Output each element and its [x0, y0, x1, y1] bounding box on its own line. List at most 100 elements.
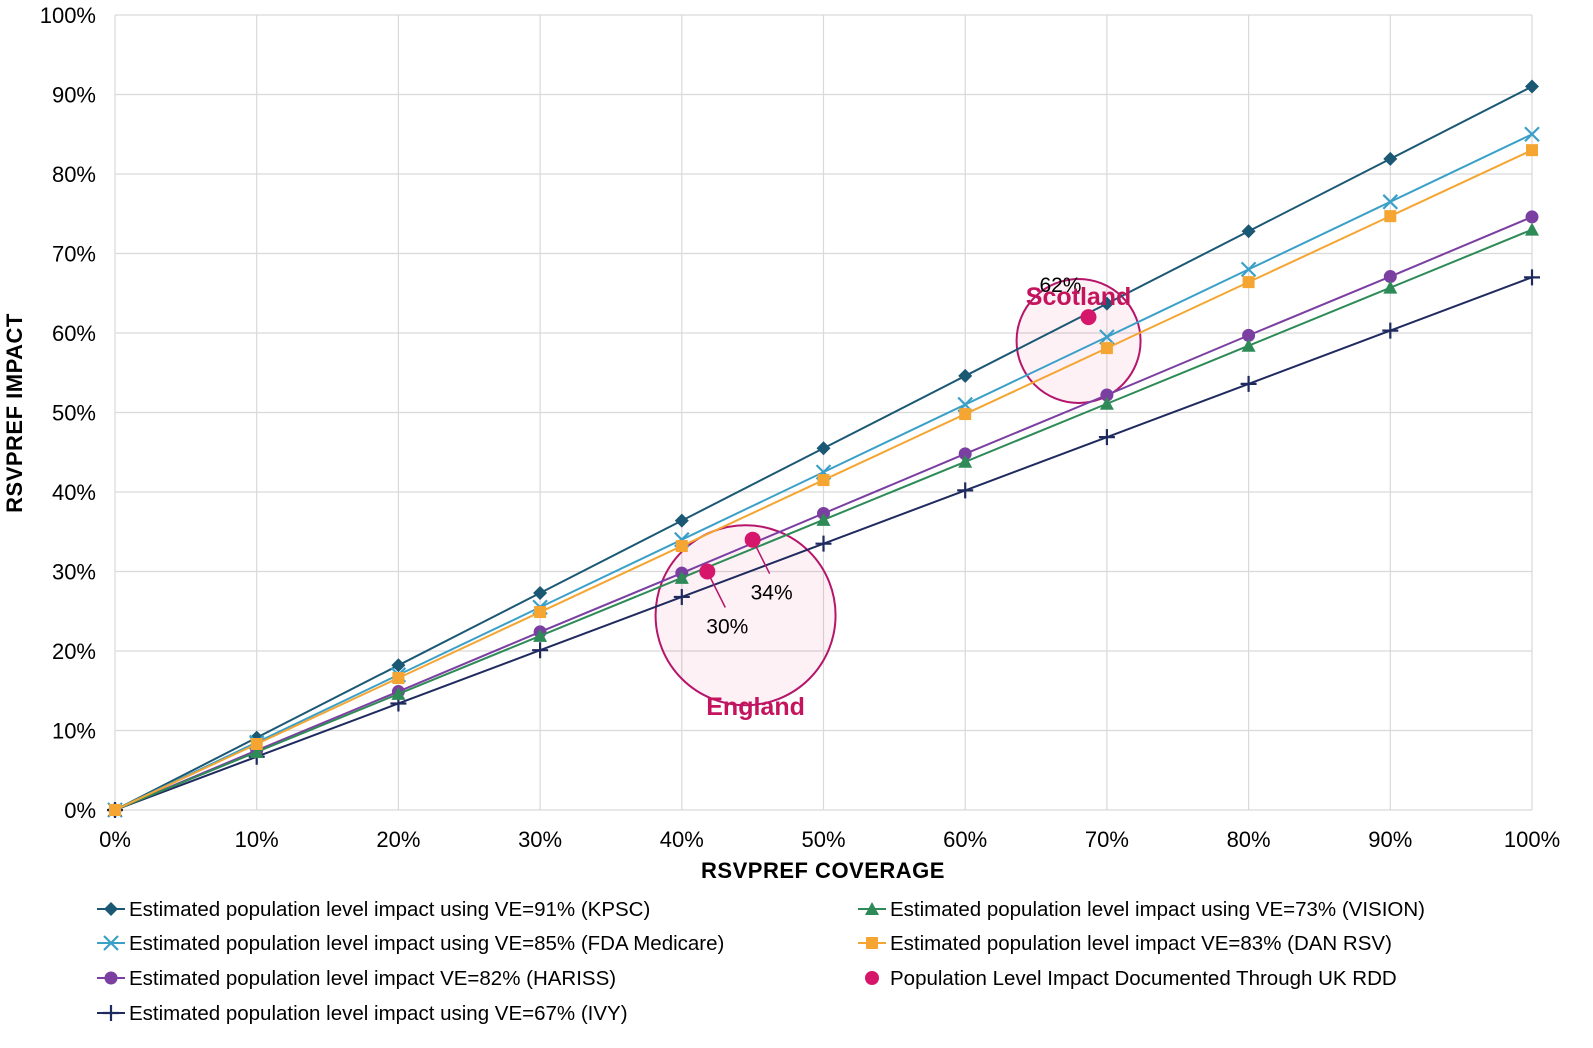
- legend-marker: [104, 971, 118, 985]
- rdd-point: [744, 531, 761, 548]
- data-point: [1242, 276, 1255, 289]
- data-point: [391, 658, 406, 673]
- data-point: [816, 512, 831, 526]
- y-tick-label: 10%: [52, 719, 96, 744]
- legend-label: Estimated population level impact using …: [129, 1002, 628, 1025]
- legend-item: Estimated population level impact using …: [97, 898, 650, 921]
- x-tick-label: 30%: [518, 827, 562, 852]
- data-point: [958, 454, 973, 468]
- data-point: [1383, 270, 1397, 284]
- data-point: [249, 744, 264, 758]
- data-point: [959, 408, 972, 421]
- rdd-points-layer: 62% 30%34%: [699, 274, 1097, 639]
- data-point: [958, 368, 973, 383]
- x-tick-label: 20%: [376, 827, 420, 852]
- rdd-point: [699, 563, 716, 580]
- series-6: [109, 144, 1538, 816]
- data-point: [673, 588, 690, 605]
- data-point: [1099, 329, 1115, 345]
- legend-label: Estimated population level impact using …: [129, 932, 724, 955]
- legend-item: Estimated population level impact using …: [97, 1002, 628, 1025]
- legend-item: Estimated population level impact VE=83%…: [858, 932, 1392, 955]
- legend-marker: [103, 935, 119, 951]
- annotation-scotland: Scotland: [1026, 283, 1132, 311]
- data-point: [1100, 388, 1114, 402]
- data-point: [1383, 151, 1398, 166]
- y-tick-label: 20%: [52, 639, 96, 664]
- data-point: [109, 804, 121, 816]
- legend-label: Estimated population level impact using …: [890, 898, 1425, 921]
- y-tick-label: 60%: [52, 321, 96, 346]
- x-tick-label: 10%: [235, 827, 279, 852]
- legend-marker: [865, 902, 879, 915]
- data-point: [1240, 261, 1257, 278]
- y-tick-label: 50%: [52, 401, 96, 426]
- data-point: [1525, 210, 1539, 224]
- annotation-circle-scotland: [1015, 277, 1142, 404]
- y-axis-title: RSVPREF IMPACT: [2, 313, 27, 513]
- rdd-value-label: 30%: [706, 616, 748, 639]
- data-point: [250, 738, 263, 751]
- data-point: [674, 570, 689, 584]
- y-tick-label: 80%: [52, 162, 96, 187]
- data-point: [1382, 194, 1399, 210]
- y-tick-label: 30%: [52, 560, 96, 585]
- data-point: [1382, 322, 1399, 339]
- rdd-value-label: 34%: [751, 582, 793, 605]
- data-point: [1524, 269, 1540, 286]
- data-point: [1526, 144, 1538, 157]
- legend-label: Estimated population level impact VE=83%…: [890, 932, 1392, 955]
- data-point: [534, 606, 547, 619]
- data-point: [958, 447, 972, 461]
- legend-marker: [866, 937, 878, 949]
- data-point: [532, 642, 549, 659]
- annotation-england: England: [706, 693, 805, 721]
- x-tick-label: 100%: [1504, 827, 1560, 852]
- data-point: [1099, 296, 1114, 311]
- legend-item: Estimated population level impact using …: [97, 932, 724, 955]
- legend: Estimated population level impact using …: [97, 898, 1425, 1025]
- rdd-value-label: 62%: [1039, 274, 1081, 297]
- annotation-labels: Scotland England: [706, 283, 1131, 721]
- data-point: [391, 686, 406, 700]
- data-point: [533, 585, 548, 600]
- x-tick-label: 50%: [801, 827, 845, 852]
- data-point: [1384, 210, 1397, 223]
- series-layer: [107, 79, 1540, 818]
- x-tick-label: 0%: [99, 827, 131, 852]
- x-tick-label: 90%: [1368, 827, 1412, 852]
- data-point: [1242, 328, 1256, 342]
- data-point: [1525, 222, 1539, 236]
- data-point: [674, 513, 689, 528]
- data-point: [1241, 224, 1256, 239]
- data-point: [1383, 280, 1398, 294]
- data-point: [1100, 342, 1113, 355]
- y-tick-label: 70%: [52, 242, 96, 267]
- legend-marker: [865, 971, 879, 985]
- x-tick-label: 70%: [1085, 827, 1129, 852]
- legend-label: Population Level Impact Documented Throu…: [890, 967, 1397, 990]
- legend-label: Estimated population level impact VE=82%…: [129, 967, 616, 990]
- data-point: [1241, 338, 1256, 352]
- data-point: [675, 540, 688, 553]
- data-point: [1098, 429, 1115, 446]
- y-tick-label: 100%: [40, 3, 96, 28]
- y-tick-label: 90%: [52, 83, 96, 108]
- rdd-point: [1080, 309, 1097, 326]
- y-tick-label: 40%: [52, 480, 96, 505]
- legend-marker: [104, 902, 118, 916]
- tick-labels: 0% 10% 20% 30% 40% 50% 60% 70% 80% 90% 100% 0% 10% 20…: [40, 3, 1560, 852]
- data-point: [816, 441, 831, 456]
- data-point: [392, 672, 405, 685]
- data-point: [1099, 396, 1114, 410]
- legend-item: Estimated population level impact VE=82%…: [97, 967, 616, 990]
- data-point: [533, 628, 548, 642]
- legend-label: Estimated population level impact using …: [129, 898, 650, 921]
- legend-item: Estimated population level impact using …: [858, 898, 1425, 921]
- y-tick-label: 0%: [64, 798, 96, 823]
- data-point: [1240, 375, 1257, 392]
- data-point: [957, 482, 974, 499]
- gridlines: [114, 14, 1533, 811]
